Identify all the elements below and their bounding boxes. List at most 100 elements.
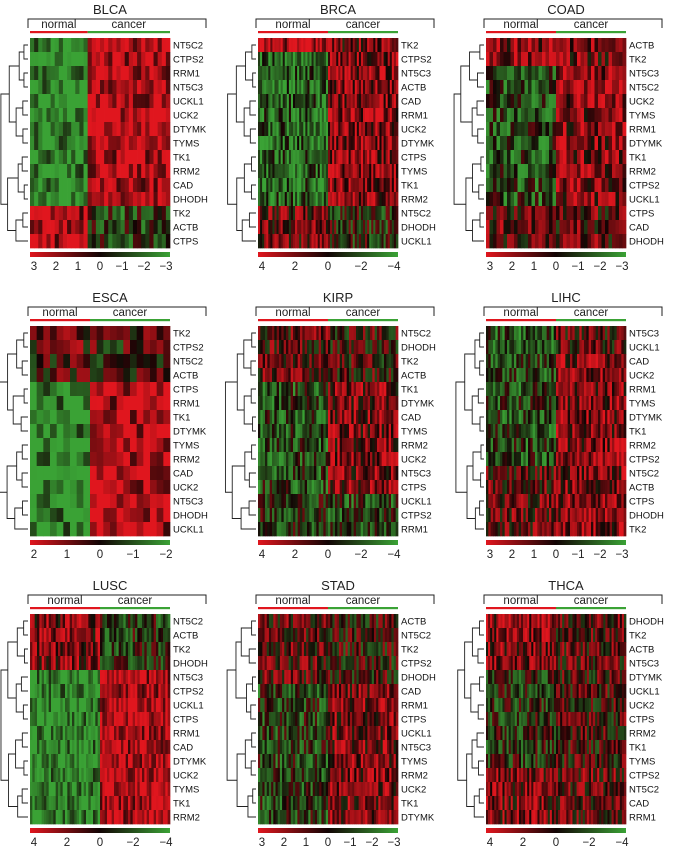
heatmap-cell (538, 38, 543, 53)
heatmap-cell (584, 234, 588, 249)
heatmap-cell (304, 494, 308, 509)
heatmap-cell (542, 438, 545, 453)
heatmap-cell (336, 52, 339, 67)
heatmap-cell (507, 452, 510, 467)
gene-label: CTPS (173, 385, 198, 396)
dendrogram-branch (480, 444, 484, 460)
heatmap-cell (393, 80, 397, 95)
heatmap-cell (286, 480, 289, 495)
heatmap-cell (598, 508, 601, 523)
heatmap-cell (42, 234, 47, 249)
group-label-cancer: cancer (346, 307, 381, 319)
heatmap-cell (609, 368, 613, 383)
heatmap-cell (60, 614, 64, 629)
heatmap-cell (54, 122, 60, 137)
heatmap-cell (145, 206, 150, 221)
heatmap-cell (286, 94, 290, 109)
heatmap-cell (500, 452, 503, 467)
heatmap-cell (143, 452, 151, 467)
heatmap-cell (317, 66, 321, 81)
heatmap-cell (41, 628, 45, 643)
heatmap-cell (163, 340, 171, 355)
heatmap-cell (137, 642, 141, 657)
heatmap-cell (552, 66, 557, 81)
heatmap-cell (67, 80, 72, 95)
heatmap-cell (598, 80, 602, 95)
heatmap-cell (315, 220, 319, 235)
heatmap-cell (387, 52, 391, 67)
heatmap-cell (538, 192, 543, 207)
heatmap-cell (311, 396, 315, 411)
heatmap-cell (315, 80, 319, 95)
heatmap-cell (50, 410, 58, 425)
heatmap-cell (157, 38, 163, 53)
heatmap-cell (319, 80, 323, 95)
heatmap-cell (389, 38, 393, 53)
heatmap-cell (500, 80, 504, 95)
heatmap-cell (391, 382, 394, 397)
heatmap-cell (111, 698, 115, 713)
dendrogram-branch (23, 184, 28, 200)
heatmap-cell (514, 340, 517, 355)
heatmap-cell (282, 122, 286, 137)
heatmap-cell (163, 656, 166, 671)
heatmap-cell (311, 108, 314, 123)
heatmap-cell (76, 508, 84, 523)
heatmap-cell (521, 206, 525, 221)
heatmap-cell (269, 368, 273, 383)
heatmap-cell (265, 410, 268, 425)
heatmap-cell (623, 382, 627, 397)
heatmap-cell (367, 164, 370, 179)
heatmap-cell (334, 94, 337, 109)
heatmap-cell (566, 94, 571, 109)
heatmap-cell (608, 206, 613, 221)
heatmap-cell (340, 108, 343, 123)
heatmap-cell (303, 220, 306, 235)
heatmap-cell (538, 108, 543, 123)
heatmap-cell (165, 670, 169, 685)
heatmap-cell (358, 340, 362, 355)
heatmap-cell (556, 466, 559, 481)
heatmap-cell (258, 368, 261, 383)
heatmap-cell (356, 326, 359, 341)
heatmap-cell (500, 178, 504, 193)
heatmap-cell (545, 192, 550, 207)
heatmap-cell (110, 494, 118, 509)
heatmap-cell (76, 494, 84, 509)
heatmap-cell (36, 480, 44, 495)
heatmap-cell (321, 206, 325, 221)
heatmap-cell (124, 80, 130, 95)
group-label-normal: normal (275, 307, 310, 319)
heatmap-cell (30, 122, 35, 137)
heatmap-cell (593, 522, 597, 537)
heatmap-cell (363, 466, 366, 481)
heatmap-cell (391, 122, 395, 137)
heatmap-cell (67, 108, 72, 123)
group-label-normal: normal (42, 307, 77, 319)
heatmap-cell (337, 410, 341, 425)
heatmap-cell (587, 164, 592, 179)
heatmap-cell (567, 340, 571, 355)
heatmap-cell (358, 522, 362, 537)
heatmap-cell (346, 38, 349, 53)
heatmap-cell (321, 410, 324, 425)
heatmap-cell (348, 94, 351, 109)
heatmap-cell (391, 38, 395, 53)
heatmap-cell (153, 234, 158, 249)
heatmap-cell (615, 178, 620, 193)
heatmap-cell (325, 122, 329, 137)
heatmap-cell (58, 164, 64, 179)
heatmap-cell (563, 164, 567, 179)
heatmap-cell (116, 698, 120, 713)
heatmap-cell (395, 466, 399, 481)
heatmap-cell (559, 206, 564, 221)
heatmap-cell (76, 368, 84, 383)
heatmap-cell (489, 220, 494, 235)
heatmap-cell (32, 614, 36, 629)
heatmap-cell (302, 410, 306, 425)
heatmap-cell (317, 234, 321, 249)
heatmap-cell (553, 326, 557, 341)
heatmap-cell (517, 136, 522, 151)
heatmap-cell (360, 466, 364, 481)
heatmap-cell (579, 480, 583, 495)
